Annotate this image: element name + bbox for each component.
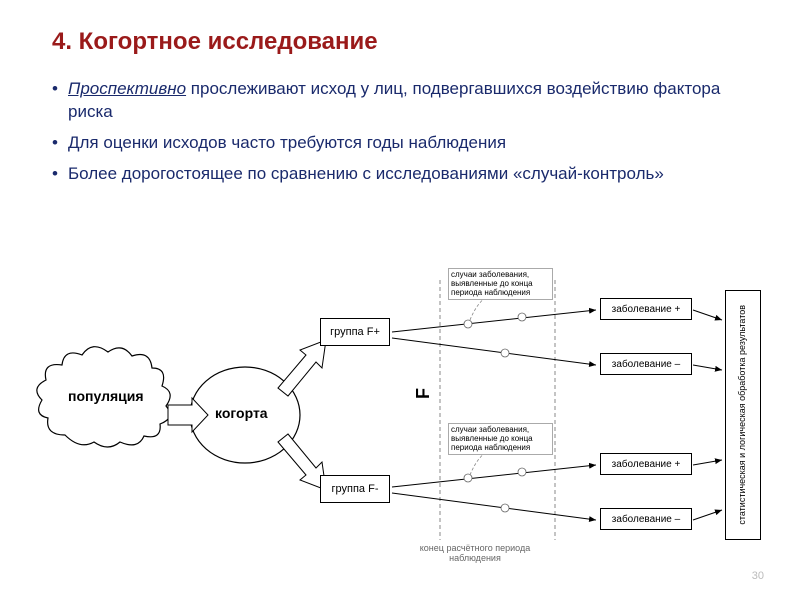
- cohort-label: когорта: [215, 405, 268, 421]
- f-label: F: [413, 388, 434, 399]
- dot-icon: [501, 349, 509, 357]
- dot-icon: [518, 313, 526, 321]
- edge-fplus-dplus: [392, 310, 596, 332]
- bullet-item: Более дорогостоящее по сравнению с иссле…: [52, 163, 740, 186]
- group-fplus-box: группа F+: [320, 318, 390, 346]
- population-label: популяция: [68, 388, 144, 404]
- bullet-text: Для оценки исходов часто требуются годы …: [68, 133, 506, 152]
- bullet-item: Для оценки исходов часто требуются годы …: [52, 132, 740, 155]
- edge-d4-stats: [693, 510, 722, 520]
- footer-note: конец расчётного периода наблюдения: [395, 544, 555, 564]
- edge-d3-stats: [693, 460, 722, 465]
- flow-diagram: популяция когорта группа F+ группа F- F …: [0, 260, 800, 580]
- edge-d1-stats: [693, 310, 722, 320]
- note-top: случаи заболевания, выявленные до конца …: [448, 268, 553, 300]
- dot-icon: [518, 468, 526, 476]
- disease-plus-2: заболевание +: [600, 453, 692, 475]
- bullet-lead: Проспективно: [68, 79, 186, 98]
- disease-minus-1: заболевание –: [600, 353, 692, 375]
- stats-box: статистическая и логическая обработка ре…: [725, 290, 761, 540]
- arrow-cohort-to-fminus: [278, 434, 326, 490]
- note-bottom: случаи заболевания, выявленные до конца …: [448, 423, 553, 455]
- page-title: 4. Когортное исследование: [52, 28, 378, 56]
- arrow-cohort-to-fplus: [278, 340, 326, 396]
- dot-icon: [501, 504, 509, 512]
- dot-icon: [464, 320, 472, 328]
- bullet-list: Проспективно прослеживают исход у лиц, п…: [52, 78, 740, 194]
- bullet-text: Более дорогостоящее по сравнению с иссле…: [68, 164, 664, 183]
- bullet-item: Проспективно прослеживают исход у лиц, п…: [52, 78, 740, 124]
- disease-plus-1: заболевание +: [600, 298, 692, 320]
- stats-label: статистическая и логическая обработка ре…: [738, 305, 748, 525]
- edge-fminus-dminus: [392, 493, 596, 520]
- edge-d2-stats: [693, 365, 722, 370]
- edge-fminus-dplus: [392, 465, 596, 487]
- group-fminus-box: группа F-: [320, 475, 390, 503]
- disease-minus-2: заболевание –: [600, 508, 692, 530]
- dot-icon: [464, 474, 472, 482]
- edge-fplus-dminus: [392, 338, 596, 365]
- page-number: 30: [752, 570, 764, 582]
